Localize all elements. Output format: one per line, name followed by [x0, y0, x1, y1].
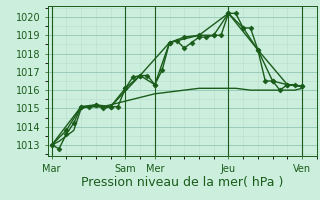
X-axis label: Pression niveau de la mer( hPa ): Pression niveau de la mer( hPa ) — [81, 176, 284, 189]
